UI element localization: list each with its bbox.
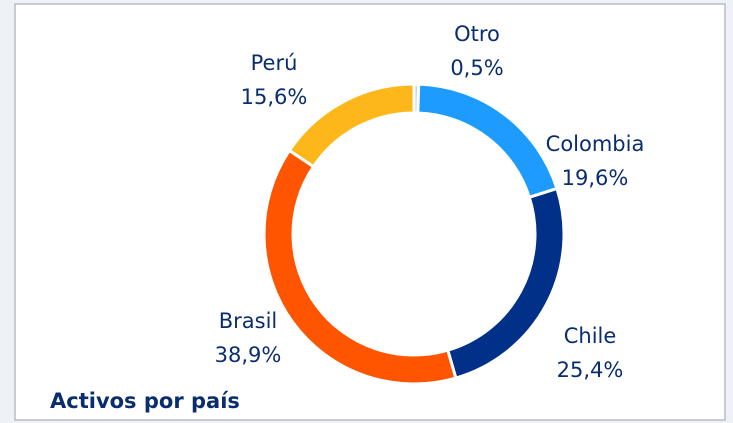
donut-segment [287,82,416,169]
segment-value-label: 38,9% [215,343,282,367]
segment-value-label: 19,6% [562,166,629,190]
segment-label: Chile [564,324,617,348]
segment-value-label: 25,4% [557,358,624,382]
segment-value-label: 15,6% [241,85,308,109]
segment-label: Brasil [219,309,278,333]
segment-label: Colombia [546,132,645,156]
segment-label: Otro [454,22,500,46]
chart-title: Activos por país [50,389,240,413]
segment-label: Perú [251,51,298,75]
segment-value-label: 0,5% [450,56,503,80]
